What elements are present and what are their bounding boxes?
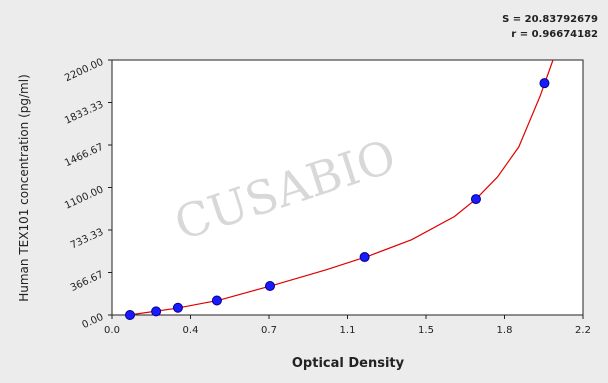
point [470, 194, 481, 205]
annotation: S = 20.83792679 [502, 14, 598, 25]
x-axis-label: Optical Density [292, 356, 405, 371]
point [211, 295, 222, 306]
point [124, 310, 135, 320]
point [151, 306, 162, 317]
x-tick-label: 1.1 [340, 325, 356, 336]
point [264, 281, 275, 292]
y-axis-label: Human TEX101 concentration (pg/ml) [17, 74, 31, 302]
x-tick-label: 0.7 [261, 325, 277, 336]
point [539, 78, 550, 89]
plot-area [111, 59, 584, 316]
x-tick-label: 1.8 [497, 325, 513, 336]
point [359, 252, 370, 263]
x-tick-label: 0.4 [183, 325, 199, 336]
x-tick-label: 0.0 [104, 325, 120, 336]
annotation: r = 0.96674182 [511, 29, 598, 40]
x-tick-label: 2.2 [575, 325, 591, 336]
point [172, 302, 183, 313]
x-tick-label: 1.5 [418, 325, 434, 336]
